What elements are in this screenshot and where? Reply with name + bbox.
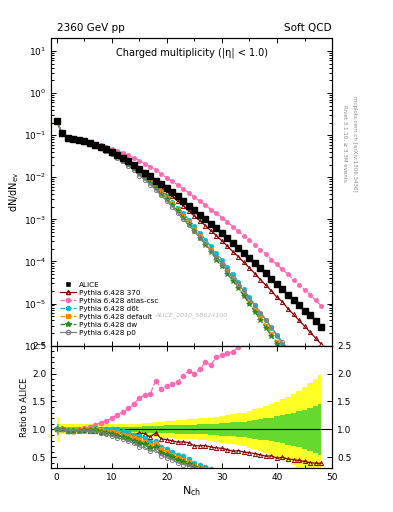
Y-axis label: Ratio to ALICE: Ratio to ALICE <box>20 377 29 437</box>
Text: 2360 GeV pp: 2360 GeV pp <box>57 23 125 33</box>
Text: Soft QCD: Soft QCD <box>285 23 332 33</box>
Text: Rivet 3.1.10, ≥ 3.3M events: Rivet 3.1.10, ≥ 3.3M events <box>343 105 348 182</box>
X-axis label: N$_{\mathsf{ch}}$: N$_{\mathsf{ch}}$ <box>182 484 201 498</box>
Y-axis label: dN/dN$_{\mathsf{ev}}$: dN/dN$_{\mathsf{ev}}$ <box>7 172 21 212</box>
Text: ALICE_2010_S8624100: ALICE_2010_S8624100 <box>156 312 228 318</box>
Text: mcplots.cern.ch [arXiv:1306.3436]: mcplots.cern.ch [arXiv:1306.3436] <box>352 96 357 191</box>
Legend: ALICE, Pythia 6.428 370, Pythia 6.428 atlas-csc, Pythia 6.428 d6t, Pythia 6.428 : ALICE, Pythia 6.428 370, Pythia 6.428 at… <box>57 279 162 339</box>
Text: Charged multiplicity (|η| < 1.0): Charged multiplicity (|η| < 1.0) <box>116 48 268 58</box>
